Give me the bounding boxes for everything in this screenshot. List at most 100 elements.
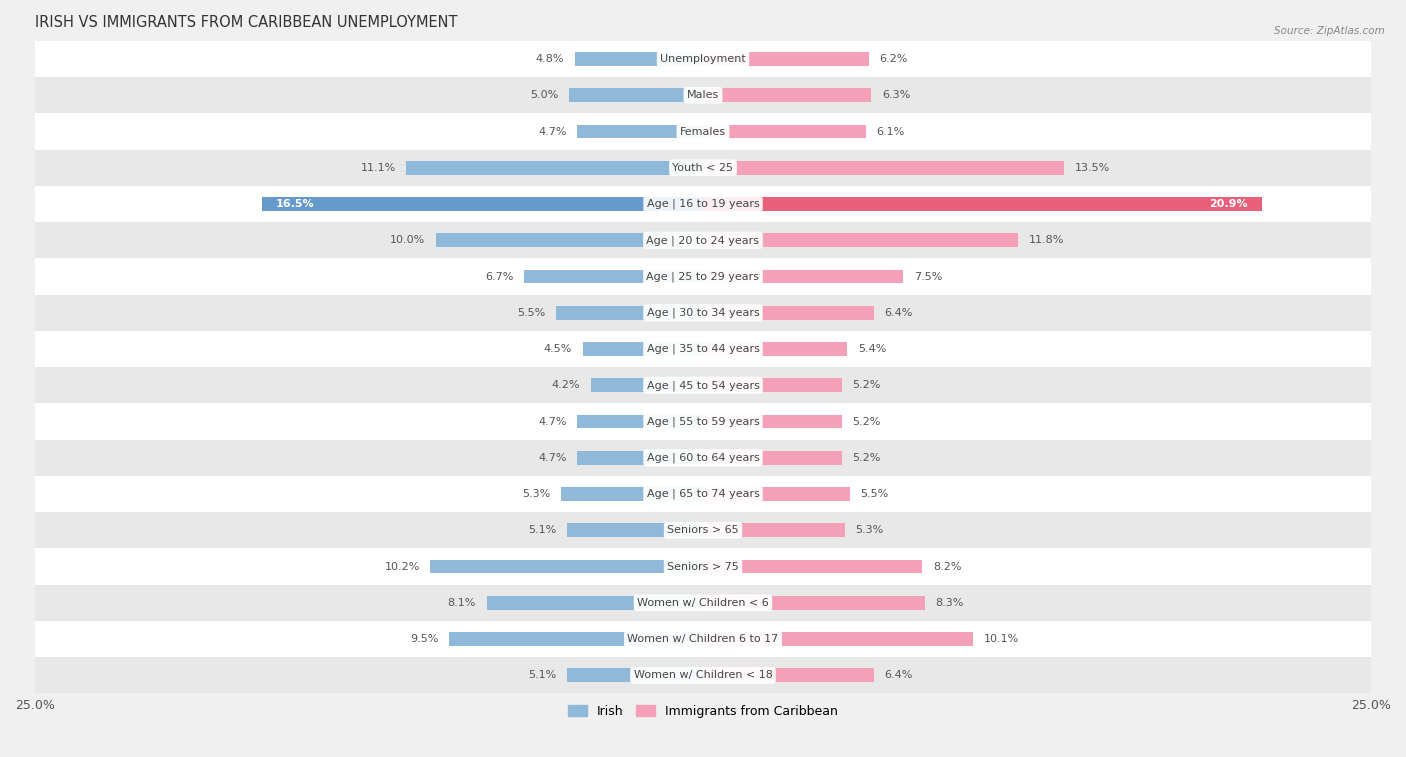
Bar bbox=[35, 657, 1371, 693]
Bar bbox=[703, 52, 869, 66]
Text: 5.0%: 5.0% bbox=[530, 90, 558, 100]
Bar bbox=[703, 306, 875, 319]
Bar bbox=[35, 476, 1371, 512]
Text: 6.2%: 6.2% bbox=[879, 54, 908, 64]
Bar bbox=[578, 415, 703, 428]
Text: 10.0%: 10.0% bbox=[389, 235, 425, 245]
Bar bbox=[703, 415, 842, 428]
Text: 5.1%: 5.1% bbox=[527, 671, 555, 681]
Bar bbox=[578, 451, 703, 465]
Text: Age | 25 to 29 years: Age | 25 to 29 years bbox=[647, 271, 759, 282]
Bar bbox=[406, 161, 703, 175]
Bar bbox=[35, 512, 1371, 549]
Text: 11.8%: 11.8% bbox=[1029, 235, 1064, 245]
Bar bbox=[262, 197, 703, 211]
Text: 6.4%: 6.4% bbox=[884, 308, 912, 318]
Text: 6.7%: 6.7% bbox=[485, 272, 513, 282]
Bar bbox=[569, 89, 703, 102]
Bar bbox=[555, 306, 703, 319]
Bar bbox=[486, 596, 703, 609]
Text: Age | 16 to 19 years: Age | 16 to 19 years bbox=[647, 199, 759, 209]
Text: 4.5%: 4.5% bbox=[544, 344, 572, 354]
Bar bbox=[35, 584, 1371, 621]
Bar bbox=[578, 125, 703, 139]
Bar bbox=[35, 77, 1371, 114]
Bar bbox=[35, 186, 1371, 222]
Bar bbox=[703, 378, 842, 392]
Bar bbox=[703, 668, 875, 682]
Text: Age | 65 to 74 years: Age | 65 to 74 years bbox=[647, 489, 759, 500]
Text: Age | 55 to 59 years: Age | 55 to 59 years bbox=[647, 416, 759, 427]
Text: 4.7%: 4.7% bbox=[538, 453, 567, 463]
Text: 13.5%: 13.5% bbox=[1074, 163, 1109, 173]
Text: Age | 20 to 24 years: Age | 20 to 24 years bbox=[647, 235, 759, 245]
Bar bbox=[703, 342, 848, 356]
Text: 16.5%: 16.5% bbox=[276, 199, 314, 209]
Bar bbox=[35, 258, 1371, 294]
Text: 11.1%: 11.1% bbox=[360, 163, 395, 173]
Bar bbox=[703, 596, 925, 609]
Text: Seniors > 65: Seniors > 65 bbox=[668, 525, 738, 535]
Text: Age | 35 to 44 years: Age | 35 to 44 years bbox=[647, 344, 759, 354]
Bar bbox=[35, 41, 1371, 77]
Text: Youth < 25: Youth < 25 bbox=[672, 163, 734, 173]
Bar bbox=[35, 403, 1371, 440]
Bar bbox=[567, 523, 703, 537]
Text: 5.2%: 5.2% bbox=[852, 453, 882, 463]
Bar bbox=[703, 451, 842, 465]
Bar bbox=[591, 378, 703, 392]
Bar bbox=[703, 632, 973, 646]
Text: Age | 30 to 34 years: Age | 30 to 34 years bbox=[647, 307, 759, 318]
Text: Unemployment: Unemployment bbox=[661, 54, 745, 64]
Text: 4.7%: 4.7% bbox=[538, 126, 567, 136]
Bar bbox=[35, 294, 1371, 331]
Bar bbox=[703, 89, 872, 102]
Text: 5.2%: 5.2% bbox=[852, 380, 882, 391]
Text: 5.5%: 5.5% bbox=[860, 489, 889, 499]
Bar bbox=[35, 222, 1371, 258]
Text: 7.5%: 7.5% bbox=[914, 272, 942, 282]
Bar bbox=[430, 559, 703, 574]
Text: Seniors > 75: Seniors > 75 bbox=[666, 562, 740, 572]
Text: 5.2%: 5.2% bbox=[852, 416, 882, 426]
Text: 10.1%: 10.1% bbox=[984, 634, 1019, 644]
Bar bbox=[524, 269, 703, 283]
Bar bbox=[35, 440, 1371, 476]
Text: 5.1%: 5.1% bbox=[527, 525, 555, 535]
Text: 10.2%: 10.2% bbox=[384, 562, 420, 572]
Bar bbox=[35, 114, 1371, 150]
Text: 8.1%: 8.1% bbox=[447, 598, 475, 608]
Bar bbox=[703, 161, 1064, 175]
Text: Women w/ Children < 6: Women w/ Children < 6 bbox=[637, 598, 769, 608]
Bar bbox=[561, 488, 703, 501]
Text: 5.4%: 5.4% bbox=[858, 344, 886, 354]
Text: 6.1%: 6.1% bbox=[877, 126, 905, 136]
Text: 8.3%: 8.3% bbox=[935, 598, 965, 608]
Text: Age | 45 to 54 years: Age | 45 to 54 years bbox=[647, 380, 759, 391]
Bar bbox=[449, 632, 703, 646]
Text: 20.9%: 20.9% bbox=[1209, 199, 1249, 209]
Text: Males: Males bbox=[688, 90, 718, 100]
Text: 8.2%: 8.2% bbox=[932, 562, 962, 572]
Text: 4.8%: 4.8% bbox=[536, 54, 564, 64]
Text: 6.4%: 6.4% bbox=[884, 671, 912, 681]
Text: 9.5%: 9.5% bbox=[411, 634, 439, 644]
Bar bbox=[35, 621, 1371, 657]
Bar bbox=[35, 150, 1371, 186]
Text: Women w/ Children 6 to 17: Women w/ Children 6 to 17 bbox=[627, 634, 779, 644]
Bar bbox=[35, 367, 1371, 403]
Bar bbox=[703, 269, 904, 283]
Bar bbox=[703, 197, 1261, 211]
Text: 4.2%: 4.2% bbox=[551, 380, 581, 391]
Text: Age | 60 to 64 years: Age | 60 to 64 years bbox=[647, 453, 759, 463]
Bar bbox=[703, 233, 1018, 248]
Bar bbox=[35, 331, 1371, 367]
Bar bbox=[575, 52, 703, 66]
Bar bbox=[703, 488, 851, 501]
Bar bbox=[703, 125, 866, 139]
Bar bbox=[567, 668, 703, 682]
Bar bbox=[703, 559, 922, 574]
Text: IRISH VS IMMIGRANTS FROM CARIBBEAN UNEMPLOYMENT: IRISH VS IMMIGRANTS FROM CARIBBEAN UNEMP… bbox=[35, 15, 457, 30]
Bar bbox=[582, 342, 703, 356]
Text: 5.3%: 5.3% bbox=[855, 525, 883, 535]
